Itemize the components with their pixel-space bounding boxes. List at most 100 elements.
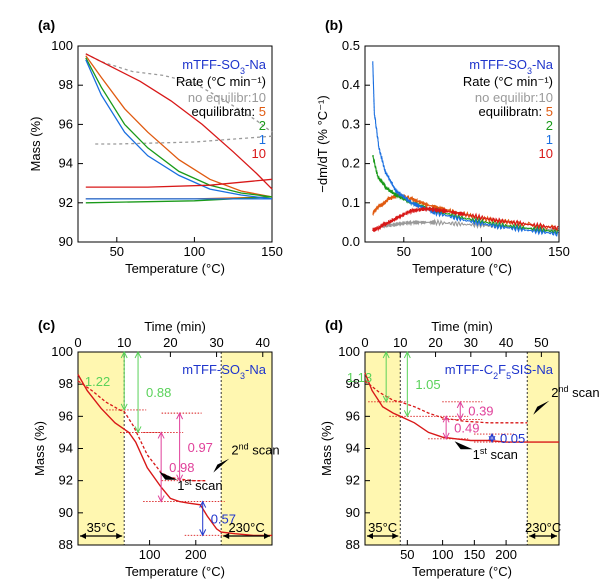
x-tick-label: 200 xyxy=(495,547,517,562)
x2-tick-label: 10 xyxy=(117,335,131,350)
iso-arrow-right-heads xyxy=(529,533,557,539)
mass-loss-arrow-head-top xyxy=(120,350,128,359)
x-tick-label: 100 xyxy=(139,547,161,562)
mass-loss-arrow-head-bot xyxy=(442,432,450,440)
isothermal-zone-right xyxy=(221,352,272,545)
mass-loss-value: 1.22 xyxy=(85,374,110,389)
x2-tick-label: 50 xyxy=(534,335,548,350)
legend-entry: 2 xyxy=(546,118,553,133)
legend-entry: no equilibr:10 xyxy=(188,90,266,105)
y-tick-label: 100 xyxy=(338,344,360,359)
mass-loss-arrow-head-bot xyxy=(456,413,464,421)
iso-label-left: 35°C xyxy=(87,520,116,535)
y-tick-label: 92 xyxy=(59,473,73,488)
y-tick-label: 94 xyxy=(59,156,73,171)
scan-1-pointer xyxy=(454,441,473,450)
scan-1-line xyxy=(77,374,272,537)
legend-entry: 2 xyxy=(259,118,266,133)
x-tick-label: 200 xyxy=(185,547,207,562)
x-axis-label: Temperature (°C) xyxy=(125,261,225,276)
scan-1-label: 1st scan xyxy=(473,446,518,462)
mass-loss-arrow-head-bot xyxy=(134,426,142,434)
mass-loss-arrow-head-bot xyxy=(120,403,128,412)
y-tick-label: 98 xyxy=(59,376,73,391)
series-line-2 xyxy=(85,57,273,198)
series-cool-no equilibr:10 xyxy=(93,135,273,145)
mass-loss-arrow-head-top xyxy=(176,411,184,420)
y-tick-label: 100 xyxy=(51,344,73,359)
mass-loss-arrow-head-bot xyxy=(488,435,496,444)
mass-loss-arrow-head-top xyxy=(382,350,390,359)
y-tick-label: 90 xyxy=(59,234,73,249)
x2-tick-label: 0 xyxy=(361,335,368,350)
x2-tick-label: 30 xyxy=(464,335,478,350)
y-tick-label: 0.4 xyxy=(342,77,360,92)
series-line-1 xyxy=(85,59,273,200)
series-cool-10 xyxy=(85,178,273,188)
x2-axis-label: Time (min) xyxy=(144,319,206,334)
iso-label-left: 35°C xyxy=(368,520,397,535)
y-tick-label: 0.0 xyxy=(342,234,360,249)
scan-2-label: 2nd scan xyxy=(231,442,279,458)
legend-entry: 1 xyxy=(259,132,266,147)
y-tick-label: 100 xyxy=(51,38,73,53)
x-tick-label: 100 xyxy=(471,244,493,259)
legend-header: Rate (°C min⁻¹) xyxy=(463,74,553,89)
mass-loss-arrow-head-top xyxy=(456,400,464,409)
y-tick-label: 98 xyxy=(59,77,73,92)
x2-tick-label: 20 xyxy=(163,335,177,350)
chart-title: mTFF-SO3-Na xyxy=(182,362,266,381)
chart-title: mTFF-SO3-Na xyxy=(182,57,266,76)
x-axis-label: Temperature (°C) xyxy=(412,261,512,276)
mass-loss-value: 1.05 xyxy=(415,377,440,392)
x2-tick-label: 10 xyxy=(393,335,407,350)
mass-loss-value: 1.13 xyxy=(347,370,372,385)
series-line-1 xyxy=(372,61,559,237)
y-tick-label: 96 xyxy=(59,408,73,423)
y-tick-label: 90 xyxy=(346,505,360,520)
scan-2-pointer xyxy=(533,400,550,415)
legend-entry: equilibratn: 5 xyxy=(192,104,266,119)
y-axis-label: Mass (%) xyxy=(32,421,47,476)
mass-loss-arrow-head-top xyxy=(199,500,207,508)
mass-loss-arrow-head-bot xyxy=(403,410,411,418)
mass-loss-arrow-head-bot xyxy=(382,395,390,403)
x-tick-label: 50 xyxy=(110,244,124,259)
mass-loss-arrow-head-top xyxy=(134,350,142,359)
y-axis-label: −dm/dT (% °C⁻¹) xyxy=(315,95,330,192)
mass-loss-arrow-head-bot xyxy=(157,495,165,503)
mass-loss-value: 0.88 xyxy=(146,385,171,400)
chart-title: mTFF-SO3-Na xyxy=(469,57,553,76)
panel-label: (c) xyxy=(38,317,55,333)
mass-loss-value: 0.39 xyxy=(468,404,493,419)
mass-loss-arrow-head-top xyxy=(157,431,165,439)
x2-axis-label: Time (min) xyxy=(431,319,493,334)
y-tick-label: 0.5 xyxy=(342,38,360,53)
y-tick-label: 88 xyxy=(346,537,360,552)
axes-frame xyxy=(364,45,560,243)
mass-loss-value: 0.57 xyxy=(211,511,236,526)
x-tick-label: 100 xyxy=(432,547,454,562)
mass-loss-arrow-head-bot xyxy=(199,529,207,537)
legend-entry: 1 xyxy=(546,132,553,147)
x-tick-label: 150 xyxy=(463,547,485,562)
y-tick-label: 94 xyxy=(346,441,360,456)
panel-label: (d) xyxy=(325,317,343,333)
legend-header: Rate (°C min⁻¹) xyxy=(176,74,266,89)
scan-2-line xyxy=(77,380,208,482)
x-axis-label: Temperature (°C) xyxy=(125,564,225,579)
series-line-no equilibr:10 xyxy=(85,53,273,133)
panel-label: (a) xyxy=(38,17,55,33)
y-tick-label: 0.3 xyxy=(342,116,360,131)
x2-tick-label: 30 xyxy=(209,335,223,350)
scan-1-pointer xyxy=(159,471,178,480)
mass-loss-value: 0.98 xyxy=(169,460,194,475)
series-line-5 xyxy=(85,55,273,198)
x-tick-label: 50 xyxy=(400,547,414,562)
scan-2-line xyxy=(364,380,528,424)
x2-tick-label: 40 xyxy=(499,335,513,350)
legend-entry: 10 xyxy=(539,146,553,161)
x-tick-label: 50 xyxy=(397,244,411,259)
legend-entry: 10 xyxy=(252,146,266,161)
